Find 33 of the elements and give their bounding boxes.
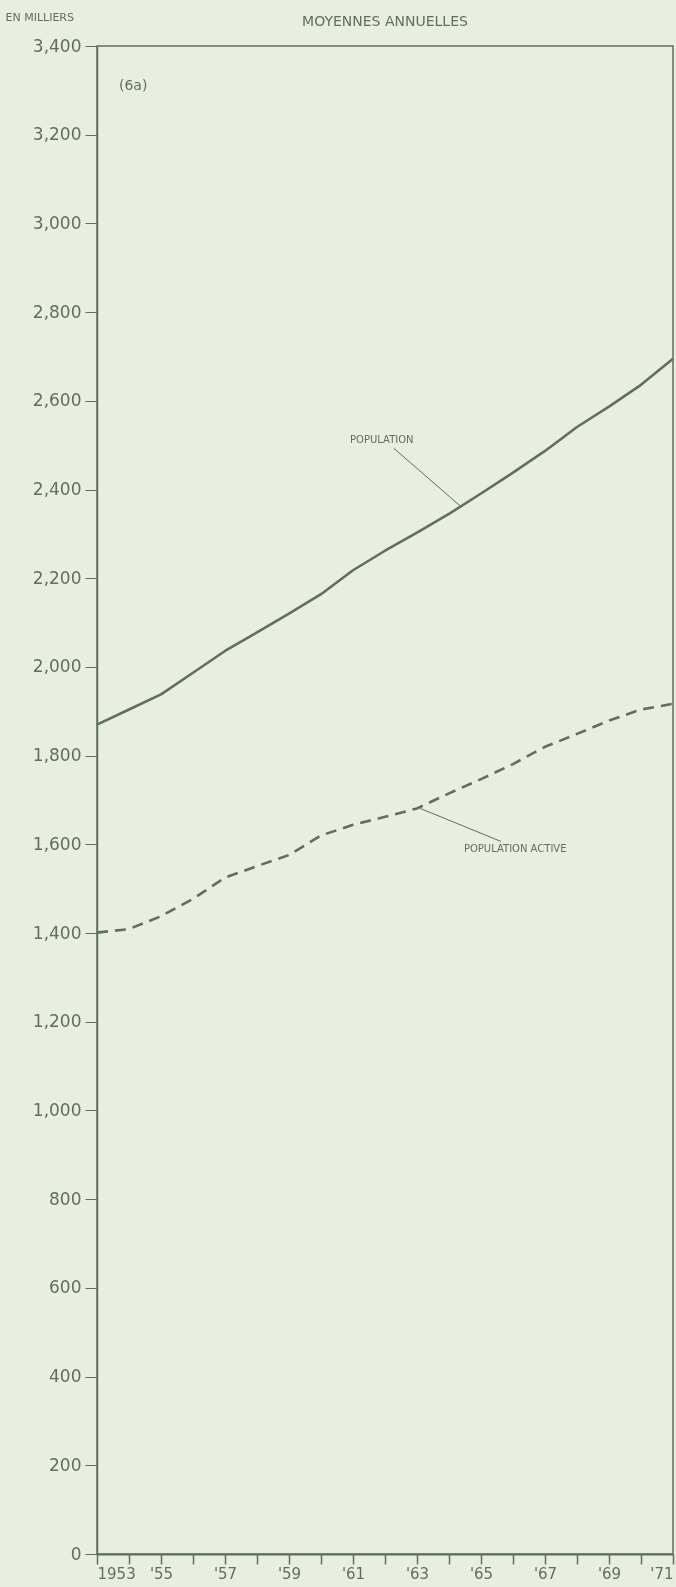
y-tick-label: 1,200 <box>32 1011 82 1032</box>
y-tick-label: 1,800 <box>32 745 82 766</box>
y-tick-label: 600 <box>49 1277 82 1298</box>
y-tick-label: 2,200 <box>32 567 82 588</box>
y-tick-label: 3,000 <box>32 212 82 233</box>
x-tick-label: '61 <box>341 1564 366 1583</box>
x-tick-label: '71 <box>650 1564 674 1583</box>
y-tick-label: 0 <box>70 1543 82 1564</box>
y-tick-label: 400 <box>49 1366 82 1387</box>
y-tick-label: 3,400 <box>32 35 82 56</box>
x-tick-label: '55 <box>149 1564 174 1583</box>
x-tick-label: '63 <box>405 1564 430 1583</box>
y-tick-label: 2,000 <box>32 656 82 677</box>
y-tick-label: 1,000 <box>32 1099 82 1120</box>
y-tick-label: 2,800 <box>32 301 82 322</box>
x-tick-label: 1953 <box>97 1564 136 1583</box>
x-tick-label: '57 <box>213 1564 238 1583</box>
y-axis-title: EN MILLIERS <box>5 10 74 24</box>
x-tick-label: '59 <box>277 1564 302 1583</box>
y-tick-label: 1,600 <box>32 833 82 854</box>
x-tick-label: '69 <box>597 1564 622 1583</box>
y-tick-label: 800 <box>49 1188 82 1209</box>
y-tick-label: 1,400 <box>32 922 82 943</box>
y-tick-label: 200 <box>49 1454 82 1475</box>
annotation: POPULATION ACTIVE <box>463 843 567 855</box>
y-tick-label: 2,600 <box>32 390 82 411</box>
x-tick-label: '65 <box>469 1564 494 1583</box>
annotation: (6a) <box>119 77 148 93</box>
x-tick-label: '67 <box>533 1564 558 1583</box>
chart-title: MOYENNES ANNUELLES <box>302 13 469 29</box>
annotation: POPULATION <box>350 434 414 446</box>
y-tick-label: 2,400 <box>32 479 82 500</box>
y-tick-label: 3,200 <box>32 124 82 145</box>
